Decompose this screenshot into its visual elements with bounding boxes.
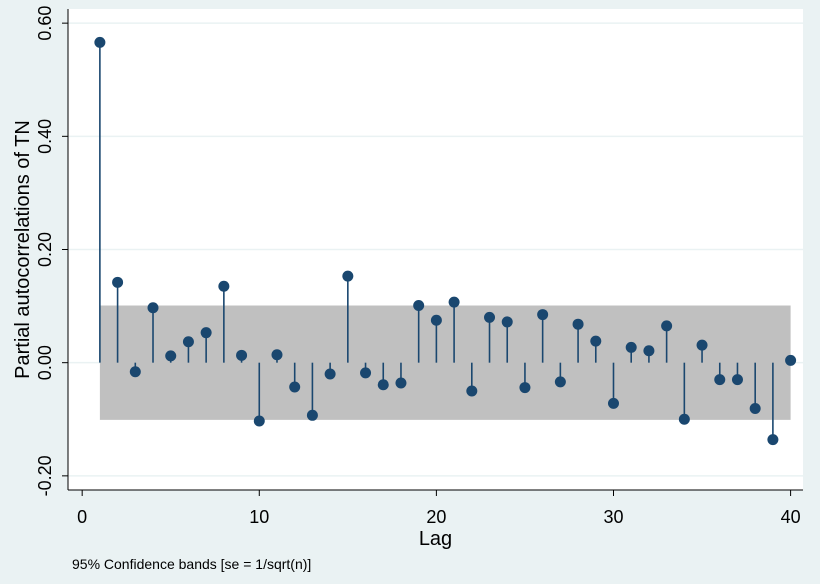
data-point <box>625 341 637 353</box>
data-point <box>253 415 265 427</box>
data-point <box>112 276 124 288</box>
x-tick-label: 10 <box>249 507 269 527</box>
data-point <box>448 296 460 308</box>
y-tick-label: -0.20 <box>35 455 55 496</box>
y-axis-title: Partial autocorrelations of TN <box>12 120 34 379</box>
data-point <box>306 409 318 421</box>
y-tick-label: 0.00 <box>35 345 55 380</box>
data-point <box>360 367 372 379</box>
data-point <box>554 376 566 388</box>
data-point <box>377 379 389 391</box>
data-point <box>519 382 531 394</box>
data-point <box>342 270 354 282</box>
y-tick-label: 0.20 <box>35 232 55 267</box>
data-point <box>643 345 655 357</box>
data-point <box>430 314 442 326</box>
data-point <box>767 434 779 446</box>
data-point <box>200 327 212 339</box>
data-point <box>590 335 602 347</box>
x-tick-label: 30 <box>603 507 623 527</box>
y-tick-label: 0.40 <box>35 119 55 154</box>
data-point <box>537 309 549 321</box>
x-tick-label: 0 <box>77 507 87 527</box>
data-point <box>236 349 248 361</box>
data-point <box>785 354 797 366</box>
data-point <box>147 302 159 314</box>
data-point <box>661 320 673 332</box>
data-point <box>678 413 690 425</box>
data-point <box>218 280 230 292</box>
data-point <box>731 374 743 386</box>
data-point <box>395 377 407 389</box>
x-axis-title: Lag <box>419 528 452 550</box>
data-point <box>129 366 141 378</box>
x-tick-label: 40 <box>781 507 801 527</box>
data-point <box>165 350 177 362</box>
data-point <box>413 300 425 312</box>
data-point <box>714 374 726 386</box>
data-point <box>466 385 478 397</box>
axes: -0.20 0.00 0.20 0.40 0.60 0 10 20 30 40 <box>35 6 803 527</box>
data-point <box>182 336 194 348</box>
data-point <box>271 349 283 361</box>
confidence-band <box>99 305 791 420</box>
data-point <box>484 311 496 323</box>
data-point <box>696 339 708 351</box>
data-point <box>501 316 513 328</box>
data-point <box>289 381 301 393</box>
data-point <box>607 397 619 409</box>
markers <box>94 36 797 446</box>
x-tick-label: 20 <box>426 507 446 527</box>
data-point <box>749 403 761 415</box>
y-tick-label: 0.60 <box>35 6 55 41</box>
data-point <box>324 368 336 380</box>
data-point <box>572 318 584 330</box>
confidence-band-note: 95% Confidence bands [se = 1/sqrt(n)] <box>72 556 311 572</box>
data-point <box>94 36 106 48</box>
